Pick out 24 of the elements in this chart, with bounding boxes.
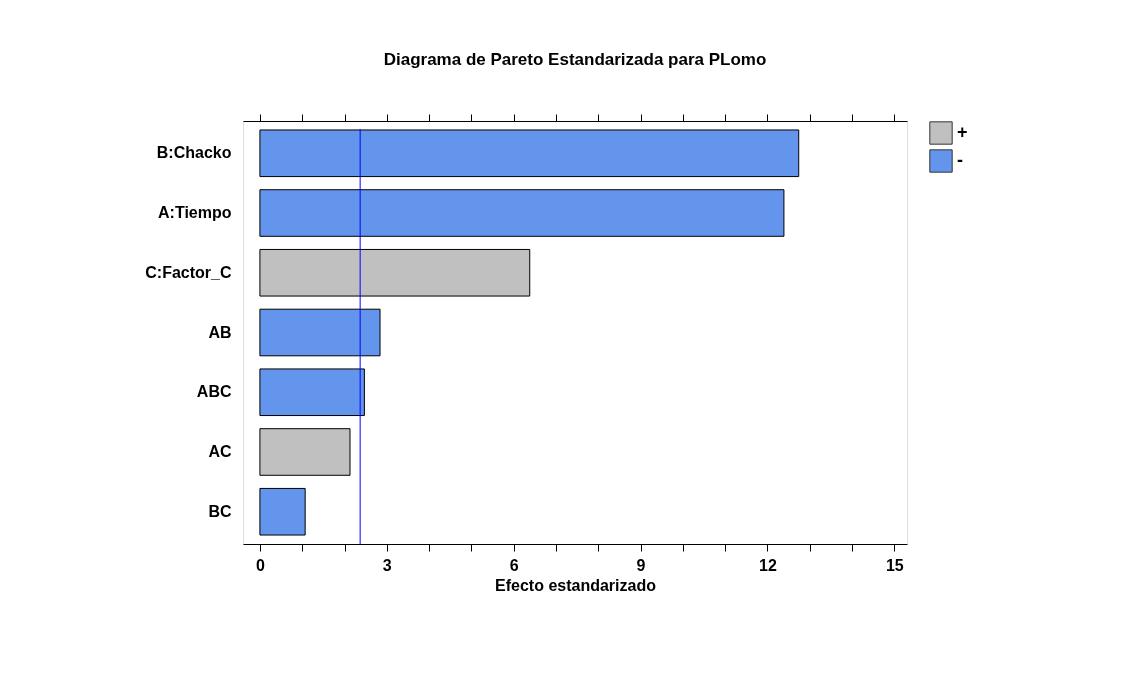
bar [259, 487, 306, 536]
y-tick-label: AB [208, 323, 232, 341]
y-tick-label: B:Chacko [156, 144, 232, 162]
x-axis-title: Efecto estandarizado [495, 576, 657, 594]
x-tick-label: 3 [382, 556, 392, 574]
x-tick-label: 12 [759, 556, 777, 574]
legend-label: - [957, 150, 963, 170]
bar [259, 428, 351, 476]
bar [259, 189, 785, 237]
y-tick-label: AC [208, 442, 232, 460]
x-tick-label: 0 [255, 556, 265, 574]
y-tick-label: BC [208, 502, 232, 520]
bar [259, 368, 365, 417]
bar [259, 308, 381, 357]
bar [259, 248, 531, 297]
bar [259, 129, 800, 178]
y-tick-label: C:Factor_C [145, 263, 232, 281]
legend-label: + [957, 122, 968, 142]
x-tick-label: 9 [636, 556, 646, 574]
x-tick-label: 15 [885, 556, 904, 574]
y-tick-label: A:Tiempo [158, 204, 232, 222]
y-tick-label: ABC [196, 383, 232, 401]
x-tick-label: 6 [509, 556, 519, 574]
chart-title: Diagrama de Pareto Estandarizada para PLomo [383, 49, 767, 69]
